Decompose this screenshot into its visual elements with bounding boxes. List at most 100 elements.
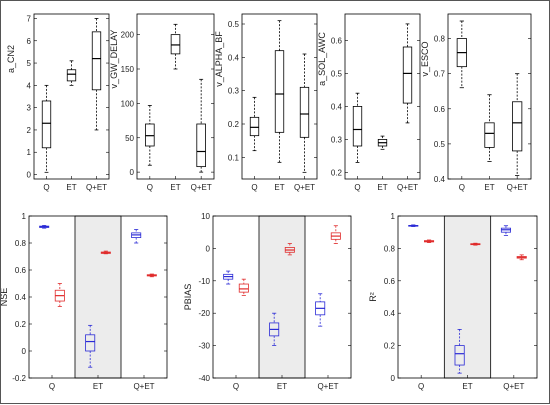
y-axis-label: v_ALPHA_BF: [214, 31, 224, 87]
chart-nse: -0.2 0 0.2 0.4 0.6 0.8 1 Q ET Q+ET NSE: [1, 212, 168, 391]
y-tick-label: 2: [27, 126, 32, 135]
cn2-box-2-box: [91, 18, 102, 131]
x-tick-label: ET: [170, 183, 180, 192]
y-tick-label: 3: [27, 104, 32, 113]
y-tick-label: 0.2: [331, 168, 343, 177]
alphabf-box-2-box: [299, 53, 310, 173]
gwdelay-box-2-iqr-rect: [196, 123, 206, 168]
pbias-et-box-3-box: [284, 243, 295, 256]
gwdelay-box-2-box: [196, 78, 206, 173]
axes-frame-gwdelay: [136, 13, 215, 180]
y-tick-label: 0.1: [228, 153, 240, 162]
x-tick-label: Q: [251, 183, 257, 192]
y-tick-label: 0.3: [331, 135, 343, 144]
y-tick-label: 0: [206, 244, 211, 253]
esco-box-1-iqr-rect: [484, 122, 495, 148]
x-tick-label: Q+ET: [397, 183, 418, 192]
y-tick-label: 0: [27, 171, 32, 180]
y-tick-label: -0.2: [12, 374, 26, 383]
y-tick-label: -10: [198, 277, 210, 286]
gwdelay-box-0-box: [145, 105, 155, 166]
shaded-band-nse: [74, 215, 122, 379]
y-axis-label: NSE: [1, 288, 9, 307]
alphabf-box-1-box: [274, 20, 285, 163]
r2-q-box-0-box: [408, 224, 419, 227]
chart-r2: 0 0.2 0.4 0.6 0.8 1 Q ET Q+ET R²: [368, 212, 538, 391]
nse-et-box-3-box: [100, 250, 111, 255]
chart-cn2: 0 1 2 3 4 5 6 7 Q ET Q+ET a_CN2: [6, 13, 110, 192]
axes-frame-cn2: [33, 13, 110, 180]
esco-box-2-box: [512, 73, 523, 176]
solawc-box-2-box: [402, 23, 413, 124]
chart-esco: 0.4 0.5 0.6 0.7 0.8 Q ET Q+ET v_ESCO: [420, 13, 532, 192]
y-tick-label: 1: [27, 148, 32, 157]
pbias-q-box-4-box: [315, 293, 326, 327]
y-tick-label: 1: [22, 212, 27, 221]
y-tick-label: 0.4: [384, 309, 396, 318]
nse-q-box-0-box: [39, 225, 50, 229]
y-tick-label: 0.4: [434, 175, 446, 184]
cn2-box-0-iqr-rect: [41, 100, 52, 149]
gwdelay-box-0-iqr-rect: [145, 123, 155, 147]
r2-et-box-1-box: [424, 239, 435, 243]
x-tick-label: Q: [354, 183, 360, 192]
pbias-q-box-2-box: [269, 312, 280, 347]
y-tick-label: 0.4: [15, 293, 27, 302]
y-axis-label: a_SOL_AWC: [317, 32, 327, 86]
gwdelay-box-1-iqr-rect: [170, 34, 181, 55]
y-axis-label: a_CN2: [6, 45, 16, 73]
y-tick-label: 0: [130, 168, 135, 177]
nse-q-box-2-iqr-rect: [85, 334, 96, 352]
y-tick-label: 6: [27, 37, 32, 46]
x-tick-label: Q+ET: [507, 183, 528, 192]
y-tick-label: 0.2: [384, 342, 396, 351]
y-tick-label: 1: [391, 212, 396, 221]
y-tick-label: 0.8: [384, 244, 396, 253]
y-tick-label: 0.6: [434, 105, 446, 114]
solawc-box-2-iqr-rect: [402, 46, 413, 104]
alphabf-box-1-iqr-rect: [274, 50, 285, 133]
x-tick-label: Q+ET: [133, 382, 154, 391]
x-tick-label: Q+ET: [86, 183, 107, 192]
y-tick-label: 50: [125, 134, 134, 143]
solawc-box-0-iqr-rect: [352, 106, 363, 147]
y-tick-label: 0.8: [434, 35, 446, 44]
y-tick-label: 0.6: [331, 36, 343, 45]
y-tick-label: 0: [391, 374, 396, 383]
alphabf-box-0-box: [249, 96, 260, 152]
y-axis-label: R²: [368, 292, 378, 302]
shaded-band-r2: [443, 215, 492, 379]
y-tick-label: 0.4: [228, 53, 240, 62]
y-tick-label: 5: [27, 59, 32, 68]
shaded-band-pbias: [258, 215, 306, 379]
pbias-et-box-1-box: [238, 278, 249, 296]
nse-et-box-1-box: [54, 283, 65, 307]
y-tick-label: 150: [121, 65, 135, 74]
cn2-box-2-iqr-rect: [91, 31, 102, 91]
y-axis-label: PBIAS: [183, 284, 193, 311]
x-tick-label: Q+ET: [191, 183, 212, 192]
y-tick-label: 0.5: [434, 140, 446, 149]
chart-alphabf: 0.1 0.2 0.3 0.4 0.5 Q ET Q+ET v_ALPHA_BF: [214, 13, 318, 192]
x-tick-label: ET: [274, 183, 284, 192]
pbias-et-box-5-box: [330, 225, 341, 244]
y-tick-label: 200: [121, 31, 135, 40]
x-tick-label: Q: [43, 183, 49, 192]
y-tick-label: 0.2: [228, 120, 240, 129]
x-tick-label: ET: [277, 382, 287, 391]
alphabf-box-2-iqr-rect: [299, 86, 310, 138]
x-tick-label: ET: [462, 382, 472, 391]
nse-q-box-2-box: [85, 324, 96, 368]
gwdelay-box-1-box: [170, 23, 181, 70]
y-tick-label: 7: [27, 14, 32, 23]
cn2-box-1-box: [66, 60, 77, 86]
y-axis-label: v_ESCO: [420, 41, 430, 76]
y-tick-label: -20: [198, 309, 210, 318]
y-tick-label: 0.3: [228, 87, 240, 96]
x-tick-label: Q: [49, 382, 55, 391]
r2-q-box-4-box: [500, 225, 511, 236]
y-tick-label: 0.6: [384, 277, 396, 286]
x-tick-label: Q: [233, 382, 239, 391]
